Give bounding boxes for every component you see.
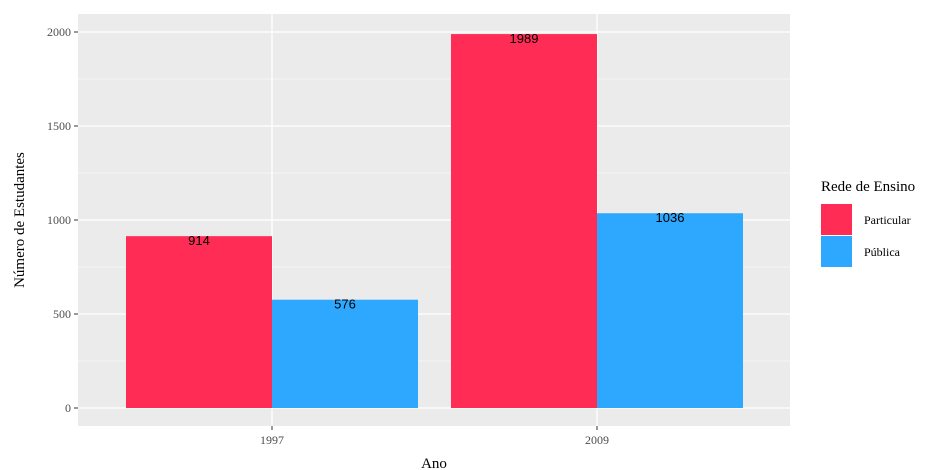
data-labels: 914 1989 576 1036 [188, 31, 684, 312]
legend-title: Rede de Ensino [821, 179, 915, 195]
y-tick-label: 1000 [47, 213, 71, 227]
bars [126, 34, 743, 409]
data-label: 914 [188, 233, 210, 248]
y-axis-title: Número de Estudantes [12, 152, 28, 288]
legend-key-publica [821, 236, 852, 267]
y-tick-label: 0 [65, 401, 71, 415]
y-tick-label: 2000 [47, 25, 71, 39]
legend-label-particular: Particular [864, 213, 911, 227]
x-tick-label: 1997 [260, 433, 284, 447]
legend-key-particular [821, 204, 852, 235]
x-tick-label: 2009 [585, 433, 609, 447]
x-axis-title: Ano [421, 456, 447, 470]
bar-particular-2009 [451, 34, 597, 409]
y-axis: 0 500 1000 1500 2000 [47, 25, 78, 415]
bar-particular-1997 [126, 236, 272, 408]
data-label: 576 [334, 297, 356, 312]
legend-label-publica: Pública [864, 245, 901, 259]
bar-p-blica-1997 [272, 299, 418, 408]
legend: Rede de Ensino Particular Pública [821, 179, 915, 267]
data-label: 1989 [510, 31, 539, 46]
y-tick-label: 1500 [47, 119, 71, 133]
bar-p-blica-2009 [597, 213, 743, 408]
y-tick-label: 500 [53, 307, 71, 321]
data-label: 1036 [656, 210, 685, 225]
x-axis: 1997 2009 [260, 426, 609, 447]
